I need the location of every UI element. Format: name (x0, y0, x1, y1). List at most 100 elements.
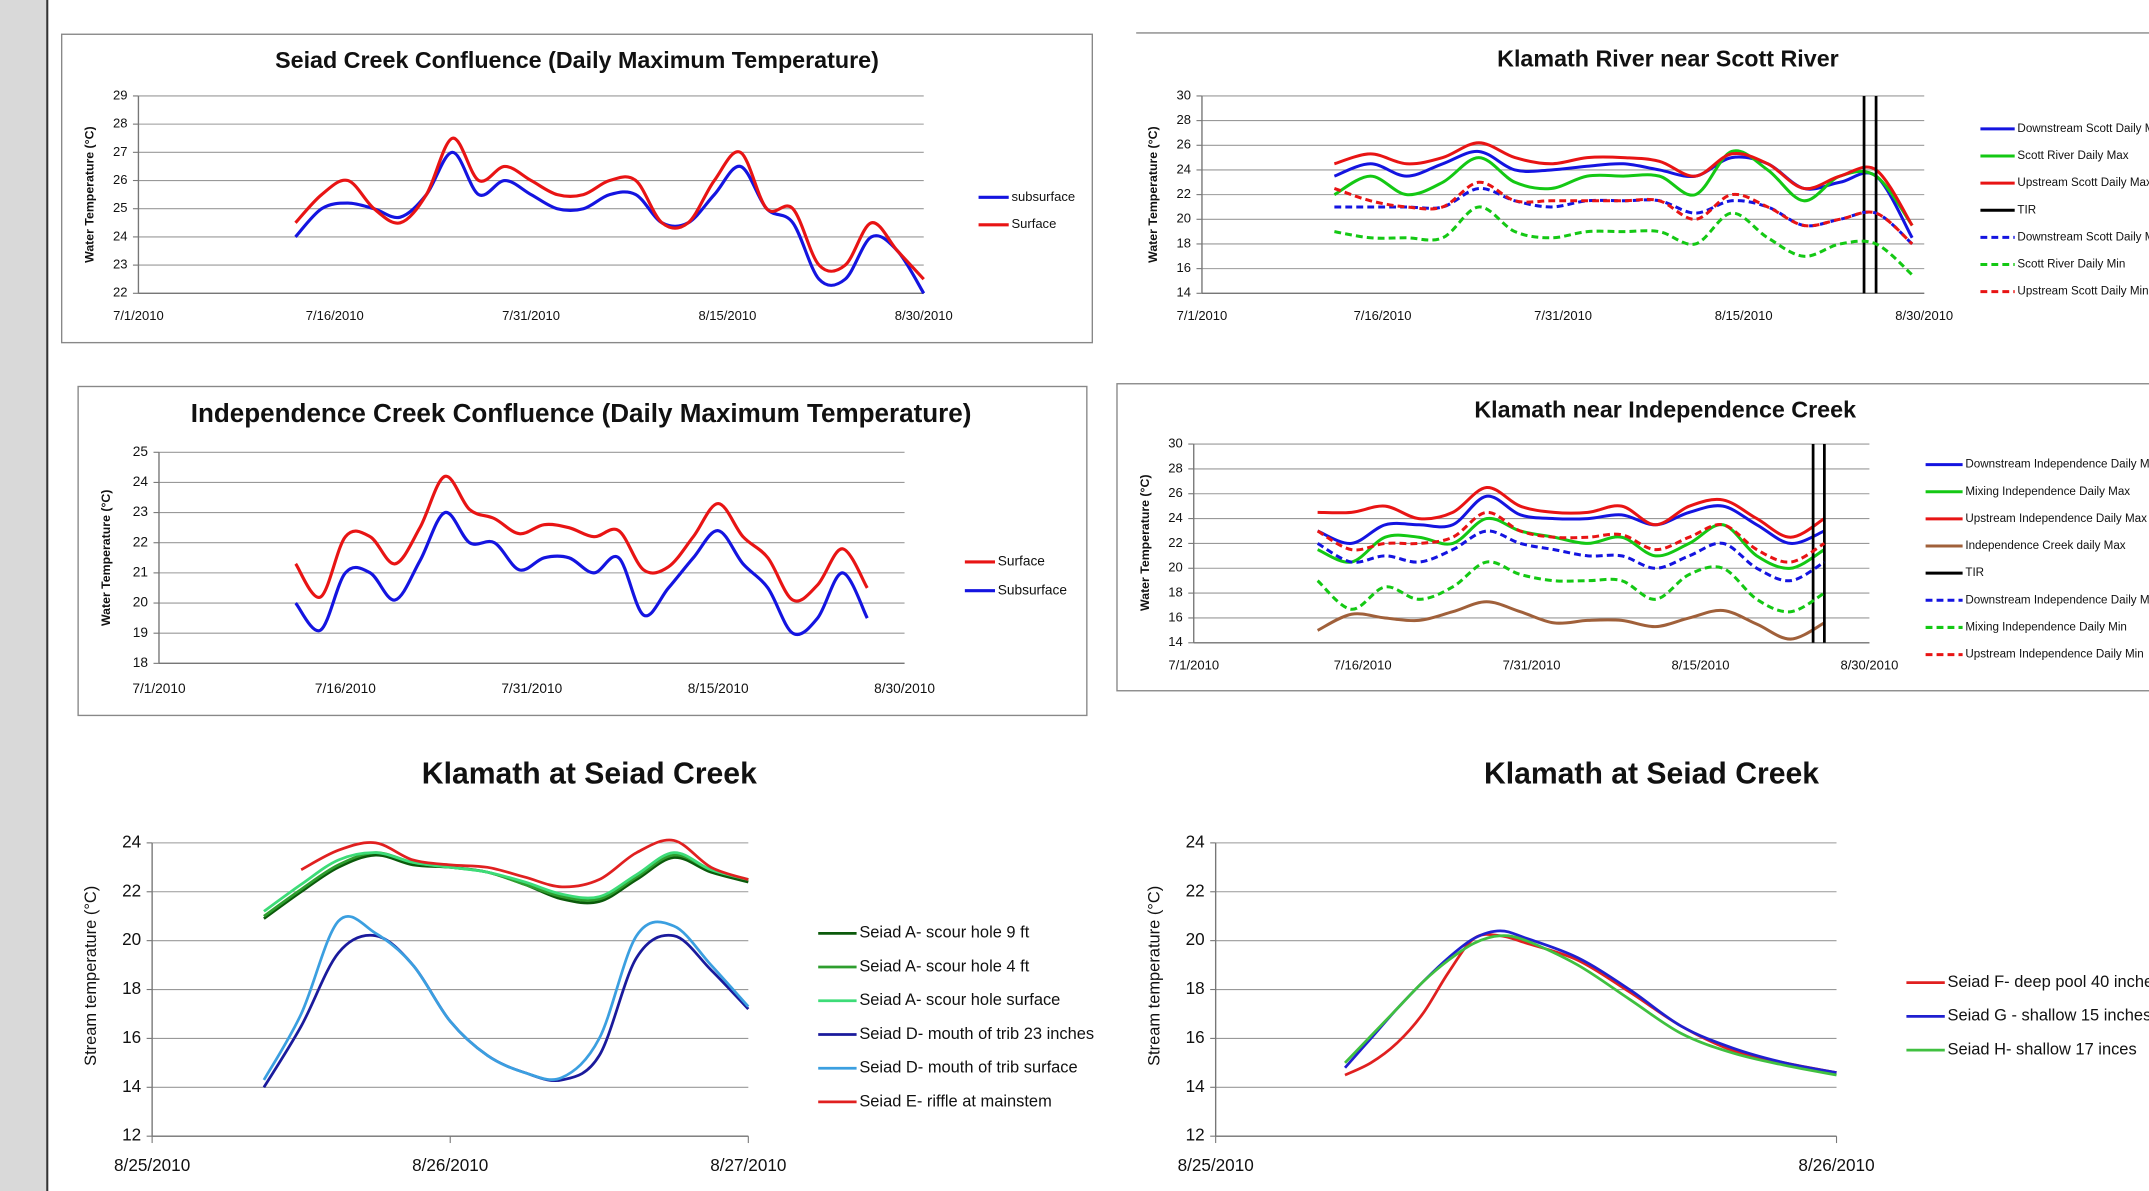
legend-label: Downstream Independence Daily Max (1965, 458, 2149, 471)
series-line (262, 914, 750, 1082)
y-axis-label: Water Temperature (°C) (99, 490, 113, 626)
legend-label: Upstream Scott Daily Min (2017, 285, 2148, 298)
y-tick-label: 27 (113, 144, 127, 159)
y-tick-label: 30 (1168, 435, 1182, 450)
x-tick-label: 7/16/2010 (1334, 658, 1392, 673)
series-line (1316, 510, 1826, 564)
x-tick-label: 7/16/2010 (306, 308, 364, 323)
series-line (1317, 486, 1826, 539)
series-line (1334, 186, 1914, 246)
y-tick-label: 22 (1177, 186, 1191, 201)
x-tick-label: 7/1/2010 (1168, 658, 1219, 673)
y-tick-label: 19 (133, 625, 148, 640)
series-line (1333, 149, 1914, 227)
y-tick-label: 23 (133, 504, 149, 519)
series-line (1333, 141, 1914, 227)
y-tick-label: 28 (1168, 460, 1182, 475)
x-tick-label: 8/30/2010 (1895, 308, 1953, 323)
chart-title: Klamath at Seiad Creek (422, 758, 757, 791)
y-tick-label: 24 (133, 474, 149, 489)
legend-label: Scott River Daily Min (2017, 258, 2125, 271)
legend-label: Seiad D- mouth of trib surface (859, 1059, 1077, 1077)
legend-label: TIR (1965, 566, 1984, 579)
x-tick-label: 8/30/2010 (874, 681, 935, 696)
chart-title: Seiad Creek Confluence (Daily Maximum Te… (275, 47, 879, 73)
legend-label: Surface (998, 554, 1045, 569)
series-line (1343, 929, 1837, 1074)
legend-label: subsurface (1011, 189, 1075, 204)
legend-label: Seiad H- shallow 17 inces (1948, 1040, 2137, 1058)
x-tick-label: 8/27/2010 (710, 1155, 786, 1175)
y-tick-label: 22 (133, 534, 148, 549)
legend-label: Subsurface (998, 582, 1067, 597)
series-line (294, 136, 925, 281)
y-tick-label: 16 (1168, 609, 1182, 624)
y-tick-label: 18 (1186, 978, 1205, 998)
series-line (1316, 516, 1826, 570)
legend-label: Upstream Independence Daily Max (1965, 512, 2147, 525)
y-tick-label: 18 (1168, 585, 1182, 600)
y-tick-label: 14 (1186, 1076, 1206, 1096)
x-tick-label: 7/16/2010 (315, 681, 376, 696)
y-tick-label: 24 (122, 831, 142, 851)
y-tick-label: 18 (1177, 235, 1191, 250)
series-line (1316, 600, 1826, 641)
x-tick-label: 7/31/2010 (502, 308, 560, 323)
y-tick-label: 22 (122, 880, 141, 900)
series-line (1333, 149, 1914, 239)
y-tick-label: 26 (113, 172, 127, 187)
x-tick-label: 8/15/2010 (1715, 308, 1773, 323)
x-tick-label: 8/15/2010 (688, 681, 749, 696)
y-tick-label: 18 (133, 655, 149, 670)
y-tick-label: 24 (1186, 831, 1206, 851)
x-tick-label: 7/16/2010 (1354, 308, 1412, 323)
series-line (294, 474, 869, 603)
chart-frame (60, 33, 1094, 344)
x-tick-label: 8/26/2010 (1798, 1155, 1874, 1175)
series-line (1316, 560, 1826, 614)
y-axis-label: Stream temperature (°C) (82, 886, 100, 1066)
series-line (1333, 180, 1914, 246)
y-tick-label: 30 (1177, 87, 1191, 102)
y-axis-label: Water Temperature (°C) (1146, 126, 1160, 262)
legend-label: Seiad D- mouth of trib 23 inches (859, 1025, 1094, 1043)
y-tick-label: 22 (1168, 535, 1182, 550)
y-tick-label: 29 (113, 87, 127, 102)
y-tick-label: 22 (1186, 880, 1205, 900)
series-line (294, 150, 926, 295)
y-tick-label: 20 (133, 595, 149, 610)
y-tick-label: 24 (1168, 510, 1182, 525)
legend-label: Scott River Daily Max (2017, 149, 2128, 162)
legend-label: Downstream Independence Daily Min (1965, 593, 2149, 606)
legend-label: TIR (2017, 203, 2036, 216)
series-line (1344, 934, 1837, 1077)
chart-frame (77, 385, 1088, 717)
x-tick-label: 8/25/2010 (114, 1155, 190, 1175)
y-tick-label: 26 (1168, 485, 1182, 500)
legend-label: Seiad A- scour hole surface (859, 991, 1060, 1009)
legend-label: Seiad F- deep pool 40 inches (1948, 973, 2149, 991)
legend-label: Upstream Scott Daily Max (2017, 176, 2149, 189)
series-line (1317, 494, 1825, 545)
legend-label: Seiad G - shallow 15 inches (1948, 1007, 2149, 1025)
legend-label: Mixing Independence Daily Max (1965, 485, 2130, 498)
chart-title: Klamath near Independence Creek (1474, 396, 1856, 422)
series-line (263, 851, 749, 913)
legend-label: Downstream Scott Daily Min (2017, 230, 2149, 243)
x-tick-label: 7/31/2010 (1503, 658, 1561, 673)
y-tick-label: 24 (113, 228, 127, 243)
y-tick-label: 12 (122, 1125, 141, 1145)
x-tick-label: 8/15/2010 (698, 308, 756, 323)
x-tick-label: 8/30/2010 (1840, 658, 1898, 673)
y-tick-label: 14 (1177, 285, 1191, 300)
x-tick-label: 7/31/2010 (1534, 308, 1592, 323)
x-tick-label: 8/26/2010 (412, 1155, 488, 1175)
legend-label: Seiad E- riffle at mainstem (859, 1092, 1051, 1110)
legend-label: Seiad A- scour hole 4 ft (859, 957, 1029, 975)
y-tick-label: 20 (1177, 211, 1191, 226)
y-tick-label: 14 (1168, 634, 1182, 649)
x-tick-label: 7/1/2010 (113, 308, 164, 323)
sidebar (0, 0, 47, 1191)
